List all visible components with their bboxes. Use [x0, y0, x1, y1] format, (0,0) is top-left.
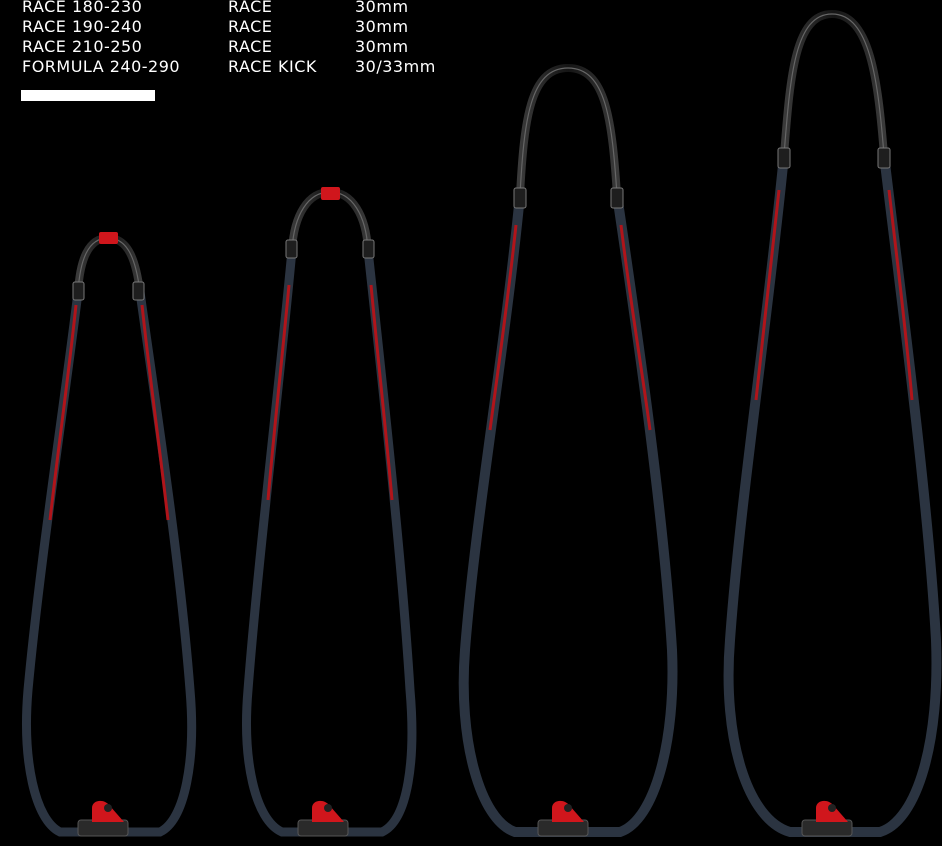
spec-type: RACE [228, 17, 273, 36]
boom-joint [777, 147, 791, 169]
boom-joint [362, 239, 375, 259]
outhaul-block [801, 800, 853, 837]
boom-head [74, 233, 144, 293]
outhaul-block [77, 800, 129, 837]
boom-3 [458, 63, 678, 837]
spec-model: RACE 190-240 [22, 17, 143, 36]
spec-model: RACE 210-250 [22, 37, 143, 56]
boom-red-stripe [887, 189, 914, 401]
boom-head-highlight [519, 67, 618, 196]
head-clamp [99, 232, 118, 244]
boom-joint [877, 147, 891, 169]
boom-tube [723, 150, 942, 837]
boom-head-highlight [291, 191, 369, 251]
boom-head [288, 187, 372, 251]
boom-joint [132, 281, 145, 301]
spec-diameter: 30/33mm [355, 57, 436, 76]
boom-tube [458, 190, 678, 837]
boom-tube [242, 245, 417, 837]
spec-type: RACE [228, 37, 273, 56]
boom-tube [22, 287, 197, 837]
boom-joint [513, 187, 527, 209]
spec-diameter: 30mm [355, 0, 409, 16]
boom-4 [723, 9, 942, 837]
boom-joint [610, 187, 624, 209]
boom-red-stripe [48, 304, 78, 521]
boom-red-stripe [369, 284, 394, 501]
boom-red-stripe [754, 189, 781, 401]
boom-red-stripe [619, 224, 652, 431]
boom-head-highlight [783, 13, 885, 156]
boom-head [516, 63, 621, 196]
boom-1 [22, 232, 197, 837]
boom-red-stripe [488, 224, 518, 431]
boom-red-stripe [266, 284, 291, 501]
outhaul-block [537, 800, 589, 837]
boom-joint [285, 239, 298, 259]
boom-head [780, 9, 888, 156]
spec-type: RACE KICK [228, 57, 317, 76]
spec-model: RACE 180-230 [22, 0, 143, 16]
head-clamp [321, 187, 340, 200]
spec-diameter: 30mm [355, 37, 409, 56]
spec-model: FORMULA 240-290 [22, 57, 181, 76]
boom-red-stripe [140, 304, 170, 521]
boom-joint [72, 281, 85, 301]
white-bar [21, 90, 155, 101]
spec-type: RACE [228, 0, 273, 16]
spec-diameter: 30mm [355, 17, 409, 36]
boom-2 [242, 187, 417, 837]
outhaul-block [297, 800, 349, 837]
